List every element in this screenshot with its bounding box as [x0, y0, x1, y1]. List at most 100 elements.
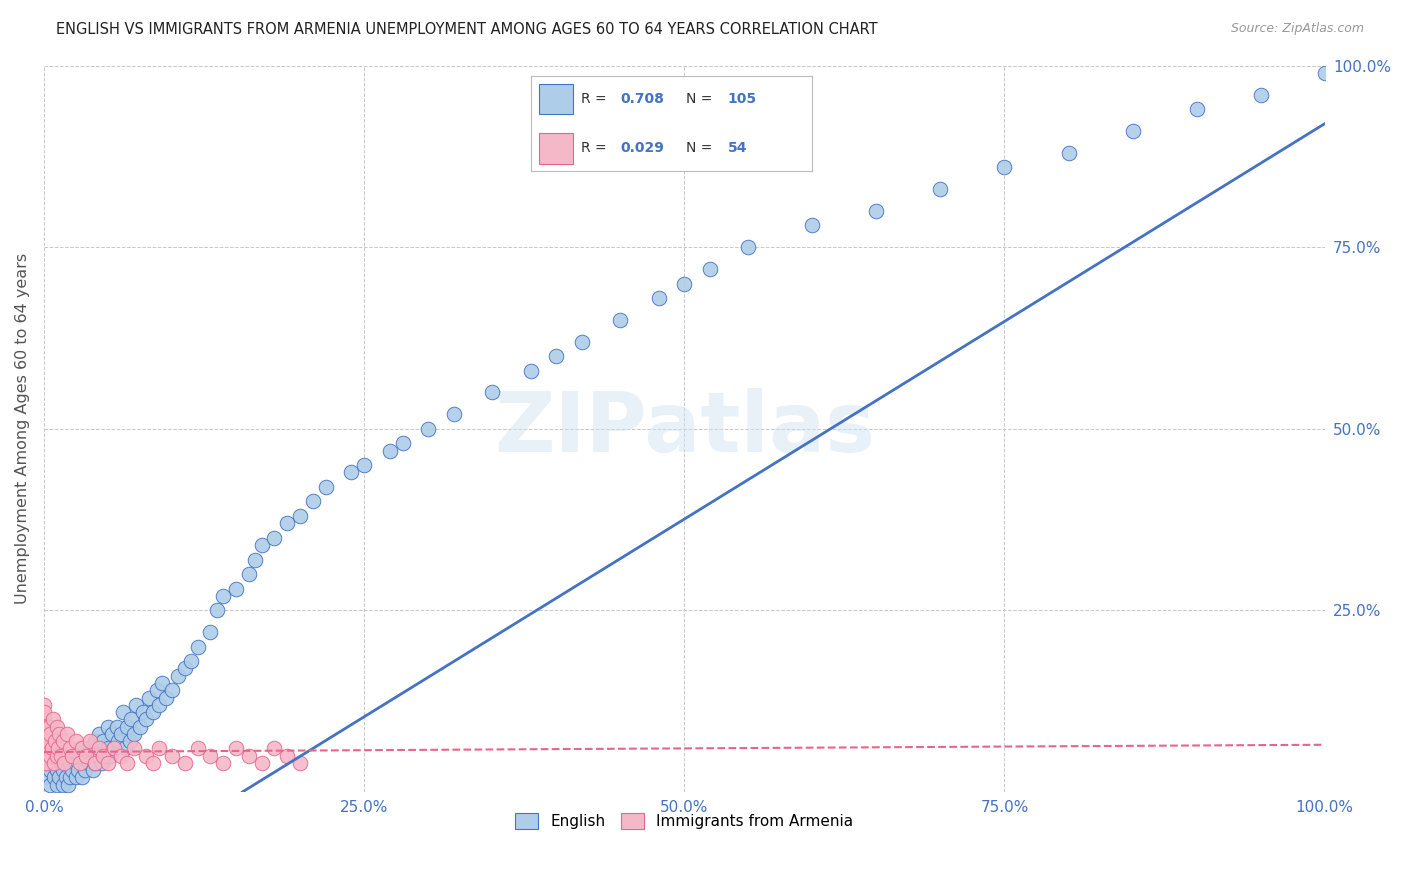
Point — [993, 161, 1015, 175]
Point — [180, 654, 202, 668]
Point — [48, 727, 70, 741]
Point — [1122, 124, 1144, 138]
Point — [315, 480, 337, 494]
Point — [187, 640, 209, 654]
Point — [62, 748, 84, 763]
Point — [135, 748, 157, 763]
Point — [32, 741, 55, 756]
Point — [212, 756, 235, 770]
Point — [39, 763, 62, 777]
Point — [32, 705, 55, 719]
Point — [58, 741, 80, 756]
Point — [73, 763, 96, 777]
Point — [1313, 66, 1336, 80]
Point — [44, 734, 66, 748]
Point — [200, 748, 222, 763]
Point — [100, 727, 122, 741]
Point — [49, 756, 72, 770]
Point — [52, 778, 75, 792]
Point — [112, 705, 135, 719]
Point — [67, 763, 90, 777]
Point — [45, 778, 67, 792]
Point — [72, 771, 94, 785]
Point — [44, 771, 66, 785]
Point — [52, 734, 75, 748]
Point — [91, 734, 114, 748]
Point — [160, 683, 183, 698]
Point — [865, 203, 887, 218]
Point — [353, 458, 375, 472]
Point — [60, 748, 83, 763]
Point — [38, 720, 60, 734]
Point — [150, 676, 173, 690]
Point — [416, 422, 439, 436]
Text: ENGLISH VS IMMIGRANTS FROM ARMENIA UNEMPLOYMENT AMONG AGES 60 TO 64 YEARS CORREL: ENGLISH VS IMMIGRANTS FROM ARMENIA UNEMP… — [56, 22, 877, 37]
Point — [42, 712, 65, 726]
Point — [673, 277, 696, 291]
Point — [481, 385, 503, 400]
Point — [173, 661, 195, 675]
Point — [122, 727, 145, 741]
Point — [302, 494, 325, 508]
Point — [84, 756, 107, 770]
Point — [737, 240, 759, 254]
Point — [142, 756, 165, 770]
Point — [250, 538, 273, 552]
Point — [65, 771, 87, 785]
Point — [75, 748, 97, 763]
Point — [118, 734, 141, 748]
Point — [91, 748, 114, 763]
Point — [69, 756, 91, 770]
Point — [340, 466, 363, 480]
Point — [35, 756, 58, 770]
Point — [103, 741, 125, 756]
Point — [245, 552, 267, 566]
Point — [114, 741, 136, 756]
Point — [609, 313, 631, 327]
Point — [90, 756, 112, 770]
Point — [48, 771, 70, 785]
Point — [145, 683, 167, 698]
Point — [107, 734, 129, 748]
Point — [65, 734, 87, 748]
Point — [288, 508, 311, 523]
Point — [110, 748, 132, 763]
Point — [44, 756, 66, 770]
Point — [53, 756, 76, 770]
Point — [212, 589, 235, 603]
Point — [65, 756, 87, 770]
Point — [87, 727, 110, 741]
Point — [225, 582, 247, 596]
Point — [148, 698, 170, 712]
Point — [58, 756, 80, 770]
Point — [32, 712, 55, 726]
Text: ZIPatlas: ZIPatlas — [494, 388, 875, 469]
Point — [120, 712, 142, 726]
Point — [103, 741, 125, 756]
Point — [138, 690, 160, 705]
Point — [52, 763, 75, 777]
Point — [79, 741, 101, 756]
Point — [32, 734, 55, 748]
Point — [53, 748, 76, 763]
Point — [263, 741, 285, 756]
Point — [69, 748, 91, 763]
Point — [155, 690, 177, 705]
Point — [94, 748, 117, 763]
Point — [129, 720, 152, 734]
Point — [86, 748, 108, 763]
Point — [41, 741, 63, 756]
Point — [32, 748, 55, 763]
Point — [39, 778, 62, 792]
Point — [77, 756, 100, 770]
Point — [276, 516, 298, 531]
Point — [250, 756, 273, 770]
Point — [391, 436, 413, 450]
Point — [131, 705, 153, 719]
Point — [115, 720, 138, 734]
Point — [79, 734, 101, 748]
Point — [238, 748, 260, 763]
Point — [1250, 87, 1272, 102]
Point — [276, 748, 298, 763]
Point — [97, 741, 120, 756]
